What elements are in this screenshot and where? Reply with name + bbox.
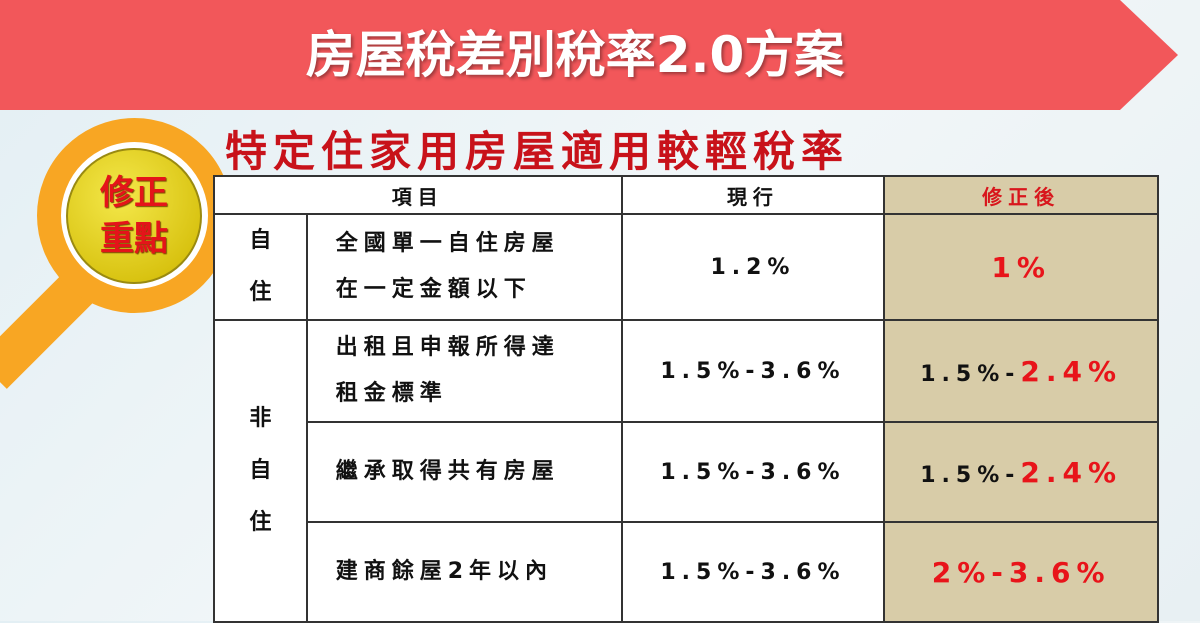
item-line: 全國單一自住房屋 [335, 231, 560, 256]
table-row: 建商餘屋2年以內 1.5%-3.6% 2%-3.6% [214, 521, 1159, 623]
revised-prefix: 1.5%- [920, 361, 1021, 387]
subtitle: 特定住家用房屋適用較輕稅率 [225, 127, 850, 176]
header-item: 項目 [213, 175, 623, 215]
item-line: 租金標準 [335, 381, 448, 406]
revised-cell: 1.5%-2.4% [883, 421, 1159, 523]
item-cell: 出租且申報所得達 租金標準 [305, 319, 623, 423]
banner-title: 房屋稅差別稅率2.0方案 [305, 26, 845, 84]
current-cell: 1.5%-3.6% [620, 319, 886, 423]
table-row: 非自住 出租且申報所得達 租金標準 1.5%-3.6% 1.5%-2.4% [213, 319, 1159, 623]
current-cell: 1.2% [620, 213, 886, 321]
group-self: 自住 [213, 213, 308, 321]
table-row: 自住 全國單一自住房屋 在一定金額以下 1.2% 1% [213, 213, 1159, 321]
item-line: 出租且申報所得達 [335, 335, 560, 360]
current-cell: 1.5%-3.6% [620, 421, 886, 523]
item-cell: 建商餘屋2年以內 [305, 521, 623, 623]
group-nonself: 非自住 [213, 319, 308, 623]
item-line: 在一定金額以下 [335, 277, 532, 302]
revised-cell: 1.5%-2.4% [883, 319, 1159, 423]
header-current: 現行 [620, 175, 886, 215]
current-cell: 1.5%-3.6% [620, 521, 886, 623]
table-row: 繼承取得共有房屋 1.5%-3.6% 1.5%-2.4% [214, 421, 1159, 523]
revised-prefix: 1.5%- [920, 462, 1021, 488]
group-nonself-label: 非自住 [249, 406, 272, 535]
group-self-label: 自住 [249, 228, 272, 305]
badge-line1: 修正 [100, 173, 168, 213]
tax-rate-table: 項目 現行 修正後 自住 全國單一自住房屋 在一定金額以下 1.2% 1% 非自住… [213, 175, 1159, 623]
item-cell: 全國單一自住房屋 在一定金額以下 [305, 213, 623, 321]
header-revised: 修正後 [883, 175, 1159, 215]
badge-key-points: 修正 重點 [66, 148, 202, 284]
item-cell: 繼承取得共有房屋 [305, 421, 623, 523]
title-banner [0, 0, 1178, 110]
revised-highlight: 2.4% [1020, 455, 1123, 489]
badge-line2: 重點 [100, 219, 168, 259]
revised-highlight: 2.4% [1020, 354, 1123, 388]
revised-cell: 1% [883, 213, 1159, 321]
table-header: 項目 現行 修正後 [213, 175, 1159, 215]
revised-cell: 2%-3.6% [883, 521, 1159, 623]
